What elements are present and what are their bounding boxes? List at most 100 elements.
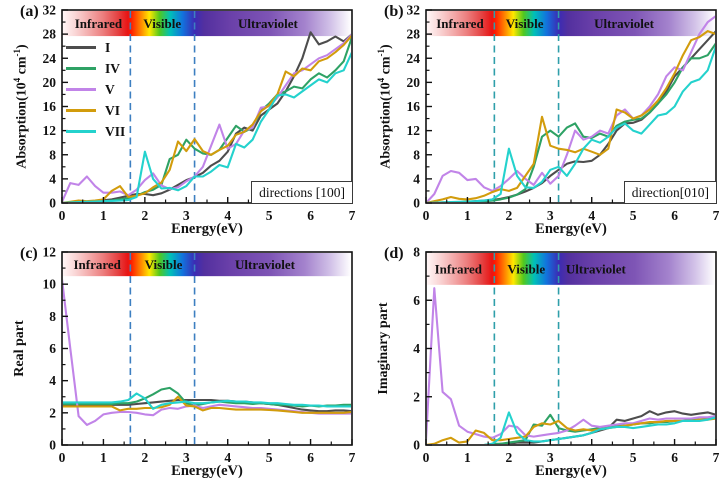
x-tick-label: 4 bbox=[588, 208, 595, 223]
series-group bbox=[427, 15, 715, 202]
x-tick-label: 5 bbox=[266, 450, 273, 465]
ylabel-text: Imaginary part bbox=[376, 302, 391, 395]
y-tick-label: 16 bbox=[43, 99, 57, 114]
spectral-band bbox=[427, 253, 715, 285]
axes-box bbox=[61, 251, 353, 446]
y-tick-label: 8 bbox=[413, 147, 420, 162]
band-label-ultraviolet: Ultraviolet bbox=[235, 257, 296, 272]
y-tick-label: 12 bbox=[407, 123, 421, 138]
series-line-I bbox=[63, 31, 351, 202]
y-tick-label: 4 bbox=[49, 171, 56, 186]
x-tick-label: 2 bbox=[505, 450, 512, 465]
x-tick-label: 7 bbox=[349, 450, 356, 465]
band-label-ultraviolet: Ultraviolet bbox=[566, 261, 627, 276]
x-tick-label: 4 bbox=[588, 450, 595, 465]
spectral-band bbox=[427, 11, 715, 37]
legend-swatch bbox=[66, 67, 96, 70]
band-label-ultraviolet: Ultraviolet bbox=[594, 16, 655, 31]
x-axis-label-d: Energy(eV) bbox=[535, 463, 607, 479]
y-axis-label-c: Real part bbox=[12, 252, 29, 445]
panel-label-c: (c) bbox=[20, 245, 38, 262]
x-tick-label: 0 bbox=[423, 208, 430, 223]
y-tick-label: 20 bbox=[407, 75, 421, 90]
y-tick-label: 24 bbox=[43, 51, 57, 66]
x-tick-label: 3 bbox=[183, 208, 190, 223]
x-axis-label-b: Energy(eV) bbox=[535, 221, 607, 237]
band-label-visible: Visible bbox=[506, 16, 544, 31]
series-line-V bbox=[427, 15, 715, 202]
series-line-VII bbox=[427, 45, 715, 202]
series-group bbox=[63, 31, 351, 202]
direction-annotation-a: directions [100] bbox=[251, 181, 353, 204]
panel-a: (a) Absorption(104 cm-1) Infrared Visible… bbox=[0, 0, 364, 243]
band-label-infrared: Infrared bbox=[435, 261, 483, 276]
series-line-VII bbox=[63, 392, 351, 410]
panel-label-d: (d) bbox=[384, 245, 404, 262]
x-axis-label-a: Energy(eV) bbox=[171, 221, 243, 237]
x-tick-label: 0 bbox=[423, 450, 430, 465]
y-tick-label: 4 bbox=[413, 171, 420, 186]
direction-annotation-b: direction[010] bbox=[623, 181, 717, 204]
series-line-V bbox=[427, 287, 715, 441]
y-tick-label: 6 bbox=[413, 293, 420, 308]
y-tick-label: 24 bbox=[407, 51, 421, 66]
y-tick-label: 16 bbox=[407, 99, 421, 114]
ylabel-text: Real part bbox=[12, 320, 27, 377]
panel-label-b: (b) bbox=[384, 3, 404, 20]
legend-label: VI bbox=[105, 102, 121, 118]
x-tick-label: 7 bbox=[349, 208, 356, 223]
y-tick-label: 2 bbox=[49, 405, 56, 420]
y-tick-label: 32 bbox=[43, 3, 57, 18]
x-tick-label: 1 bbox=[100, 208, 107, 223]
panel-d: (d) Imaginary part Infrared Visible Ultrav… bbox=[364, 242, 728, 485]
y-tick-label: 20 bbox=[43, 75, 57, 90]
legend-swatch bbox=[66, 46, 96, 49]
band-label-visible: Visible bbox=[143, 16, 181, 31]
x-tick-label: 3 bbox=[183, 450, 190, 465]
y-tick-label: 0 bbox=[49, 196, 56, 211]
y-tick-label: 6 bbox=[49, 341, 56, 356]
spectral-band bbox=[63, 11, 351, 37]
y-tick-label: 28 bbox=[43, 27, 57, 42]
legend-swatch bbox=[66, 109, 96, 112]
x-tick-label: 2 bbox=[141, 450, 148, 465]
series-group bbox=[427, 287, 715, 444]
band-label-ultraviolet: Ultraviolet bbox=[238, 16, 299, 31]
legend-label: VII bbox=[105, 123, 126, 139]
x-tick-label: 6 bbox=[671, 208, 678, 223]
ylabel-text: ) bbox=[378, 44, 394, 49]
series-line-VII bbox=[427, 411, 715, 444]
y-axis-label-a: Absorption(104 cm-1) bbox=[12, 10, 30, 203]
legend-swatch bbox=[66, 130, 96, 133]
x-tick-label: 5 bbox=[266, 208, 273, 223]
y-tick-label: 0 bbox=[413, 438, 420, 453]
spectral-band bbox=[63, 253, 351, 277]
ylabel-superscript: -1 bbox=[376, 48, 386, 57]
ylabel-text: Absorption(10 bbox=[378, 82, 394, 169]
x-tick-label: 3 bbox=[547, 208, 554, 223]
y-tick-label: 4 bbox=[413, 341, 420, 356]
x-tick-label: 5 bbox=[630, 450, 637, 465]
panel-b: (b) Absorption(104 cm-1) Infrared Visible… bbox=[364, 0, 728, 243]
band-label-visible: Visible bbox=[145, 257, 183, 272]
x-axis-label-c: Energy(eV) bbox=[171, 463, 243, 479]
band-label-infrared: Infrared bbox=[73, 257, 121, 272]
y-tick-label: 4 bbox=[49, 373, 56, 388]
legend-label: V bbox=[105, 81, 115, 97]
x-tick-label: 5 bbox=[630, 208, 637, 223]
legend-item-V: V bbox=[66, 79, 125, 100]
legend: I IV V VI VII bbox=[66, 37, 125, 142]
series-line-VI bbox=[63, 395, 351, 414]
band-label-infrared: Infrared bbox=[436, 16, 484, 31]
series-group bbox=[63, 278, 351, 426]
y-tick-label: 0 bbox=[49, 438, 56, 453]
y-tick-label: 28 bbox=[407, 27, 421, 42]
y-tick-label: 10 bbox=[43, 277, 57, 292]
ylabel-text: cm bbox=[14, 56, 30, 78]
y-tick-label: 2 bbox=[413, 389, 420, 404]
series-line-VII bbox=[63, 51, 351, 202]
y-tick-label: 8 bbox=[49, 309, 56, 324]
